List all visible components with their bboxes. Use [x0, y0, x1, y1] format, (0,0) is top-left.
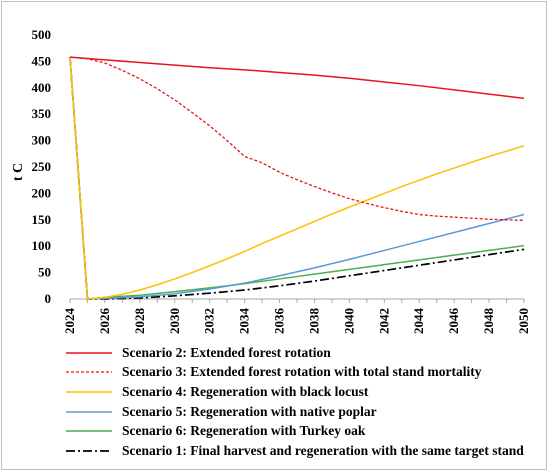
y-tick-label: 250 [32, 159, 52, 174]
y-tick-label: 300 [32, 133, 52, 148]
y-tick-label: 0 [45, 291, 52, 306]
y-tick-label: 500 [32, 27, 52, 42]
y-tick-label: 450 [32, 53, 52, 68]
y-tick-label: 200 [32, 185, 52, 200]
plot-area: 0 50 100 150 200 250 300 350 400 450 500 2024 2026 20… [32, 27, 532, 334]
x-tick-label: 2038 [306, 308, 321, 335]
x-tick-label: 2050 [516, 308, 531, 334]
series-line [69, 56, 525, 100]
series-line [69, 57, 525, 300]
legend-item: Scenario 1: Final harvest and regenerati… [64, 441, 544, 461]
line-chart: 0 50 100 150 200 250 300 350 400 450 500 2024 2026 20… [11, 27, 532, 334]
x-tick-label: 2044 [411, 308, 426, 335]
y-tick-label: 100 [32, 238, 52, 253]
x-tick-label: 2042 [376, 308, 391, 334]
legend-item: Scenario 4: Regeneration with black locu… [64, 382, 544, 402]
legend-item: Scenario 2: Extended forest rotation [64, 343, 544, 363]
x-tick-label: 2030 [167, 308, 182, 334]
legend-swatch [66, 449, 112, 452]
x-tick-label: 2034 [237, 308, 252, 335]
y-tick-label: 150 [32, 212, 52, 227]
x-tick-label: 2036 [272, 308, 287, 335]
legend-label: Scenario 3: Extended forest rotation wit… [122, 364, 482, 380]
legend-label: Scenario 2: Extended forest rotation [122, 344, 331, 360]
x-tick-label: 2046 [446, 308, 461, 335]
x-tick-label: 2026 [97, 308, 112, 335]
legend-item: Scenario 3: Extended forest rotation wit… [64, 363, 544, 383]
series-line [69, 57, 525, 300]
x-tick-label: 2048 [481, 307, 496, 334]
x-tick-label: 2032 [202, 308, 217, 334]
legend-swatch [66, 391, 112, 393]
y-tick-label: 50 [38, 265, 51, 280]
legend-label: Scenario 1: Final harvest and regenerati… [122, 442, 524, 458]
legend-item: Scenario 5: Regeneration with native pop… [64, 402, 544, 422]
x-tick-label: 2024 [62, 308, 77, 335]
legend-swatch [66, 371, 112, 374]
legend-swatch [66, 430, 112, 432]
legend-label: Scenario 6: Regeneration with Turkey oak [122, 423, 366, 439]
legend-label: Scenario 5: Regeneration with native pop… [122, 403, 377, 419]
x-tick-label: 2040 [341, 308, 356, 334]
legend-swatch [66, 410, 112, 413]
series-line [69, 56, 525, 221]
legend-item: Scenario 6: Regeneration with Turkey oak [64, 421, 544, 441]
series-line [69, 57, 525, 300]
y-tick-label: 400 [32, 80, 52, 95]
y-tick-label: 350 [32, 106, 52, 121]
legend-label: Scenario 4: Regeneration with black locu… [122, 383, 369, 399]
legend-swatch [66, 352, 112, 354]
y-axis-label: t C [11, 163, 26, 181]
series-line [69, 57, 525, 300]
legend: Scenario 2: Extended forest rotation Scen… [64, 343, 544, 461]
x-tick-label: 2028 [132, 308, 147, 335]
